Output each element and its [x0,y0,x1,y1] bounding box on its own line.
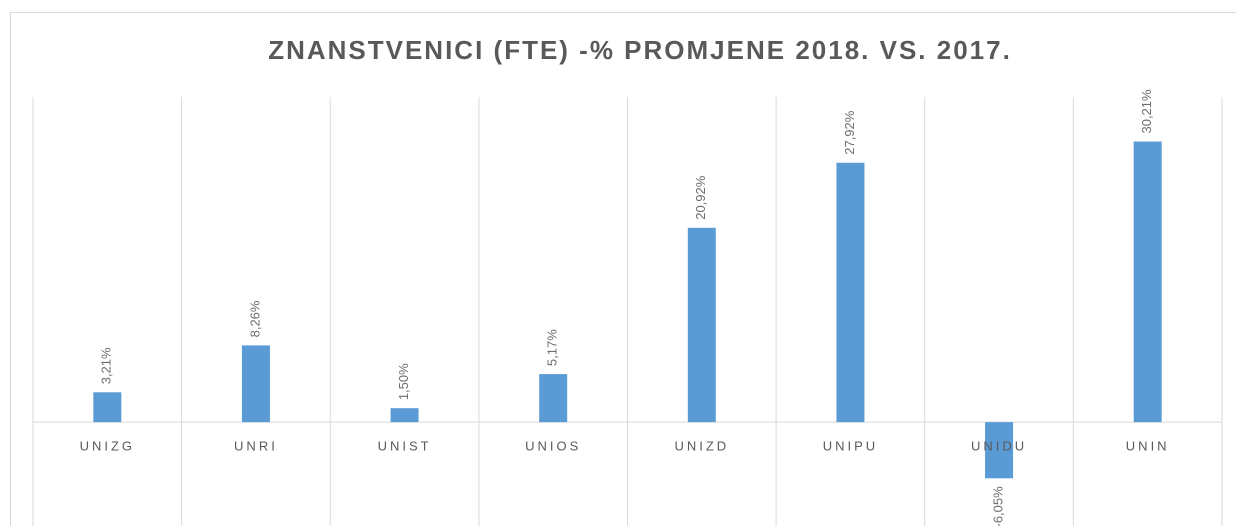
data-label: -6,05% [991,486,1006,526]
x-tick-label: UNIZD [674,439,729,454]
bar [539,374,568,423]
x-tick-label: UNIST [378,439,432,454]
bar [836,162,865,423]
bar [390,408,419,423]
bar [93,392,122,423]
data-label: 27,92% [842,110,857,155]
data-label: 8,26% [247,300,262,337]
bar [985,422,1014,479]
x-tick-label: UNRI [234,439,278,454]
data-label: 3,21% [99,347,114,384]
data-label: 5,17% [545,329,560,366]
data-label: 30,21% [1139,89,1154,134]
x-tick-label: UNIDU [971,439,1027,454]
bar [1133,141,1162,423]
x-tick-label: UNIOS [525,439,581,454]
chart-border [10,12,1236,526]
x-tick-label: UNIPU [823,439,878,454]
data-label: 20,92% [693,175,708,220]
x-tick-label: UNIN [1126,439,1170,454]
data-label: 1,50% [396,363,411,400]
bar [241,345,270,423]
chart-title: ZNANSTVENICI (FTE) -% PROMJENE 2018. VS.… [268,35,1012,65]
x-tick-label: UNIZG [80,439,135,454]
bar [687,227,716,423]
